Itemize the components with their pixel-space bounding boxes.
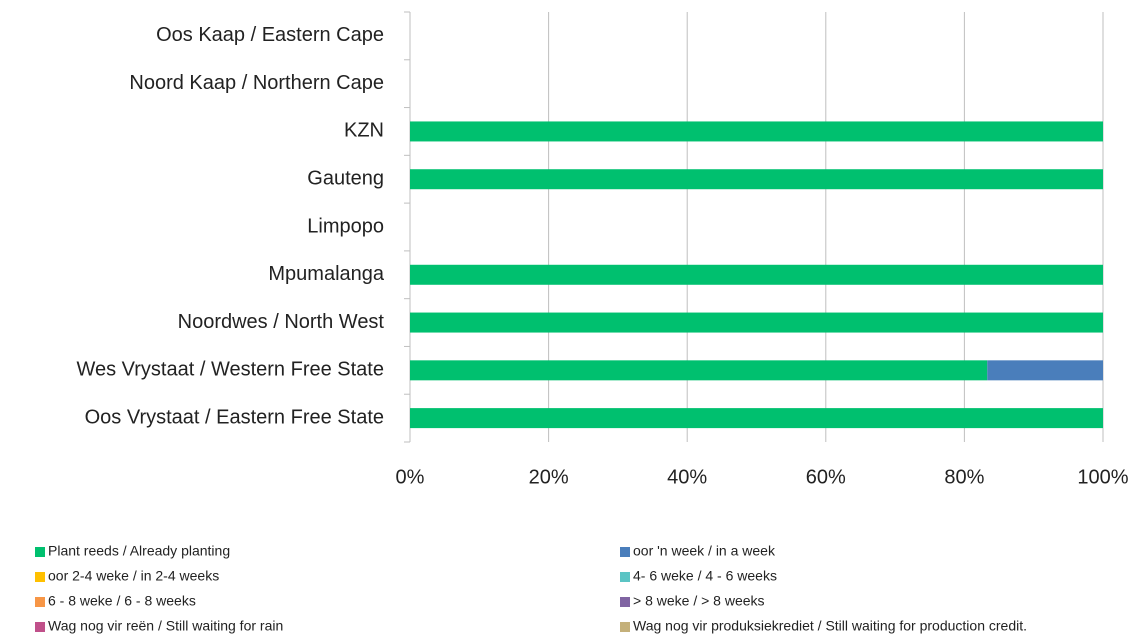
legend-label: oor 2-4 weke / in 2-4 weeks <box>48 568 219 584</box>
bar-segment <box>410 121 1103 142</box>
legend-swatch <box>35 597 45 607</box>
legend-label: Wag nog vir produksiekrediet / Still wai… <box>633 618 1027 634</box>
y-tick-label: Oos Vrystaat / Eastern Free State <box>85 406 384 428</box>
legend-swatch <box>620 547 630 557</box>
x-tick-label: 100% <box>1077 466 1128 488</box>
legend-label: > 8 weke / > 8 weeks <box>633 593 765 609</box>
legend-swatch <box>35 622 45 632</box>
legend-swatch <box>35 547 45 557</box>
x-tick-label: 80% <box>944 466 984 488</box>
y-tick-label: Noordwes / North West <box>178 311 385 333</box>
y-tick-label: Limpopo <box>307 215 384 237</box>
y-tick-label: KZN <box>344 120 384 142</box>
legend-label: 6 - 8 weke / 6 - 8 weeks <box>48 593 196 609</box>
legend-swatch <box>620 597 630 607</box>
x-tick-label: 20% <box>529 466 569 488</box>
bar-segment <box>410 264 1103 285</box>
bar-segment <box>410 312 1103 333</box>
y-tick-label: Mpumalanga <box>268 263 385 285</box>
legend-label: Plant reeds / Already planting <box>48 543 230 559</box>
legend-label: Wag nog vir reën / Still waiting for rai… <box>48 618 283 634</box>
legend-swatch <box>35 572 45 582</box>
legend-label: oor 'n week / in a week <box>633 543 776 559</box>
bar-segment <box>410 360 988 381</box>
x-tick-label: 0% <box>396 466 425 488</box>
bar-segment <box>987 360 1103 381</box>
y-tick-label: Gauteng <box>307 168 384 190</box>
bar-segment <box>410 408 1103 429</box>
x-tick-label: 60% <box>806 466 846 488</box>
bar-segment <box>410 169 1103 190</box>
y-tick-label: Wes Vrystaat / Western Free State <box>76 359 384 381</box>
y-tick-label: Noord Kaap / Northern Cape <box>129 72 384 94</box>
x-tick-label: 40% <box>667 466 707 488</box>
legend-swatch <box>620 572 630 582</box>
y-tick-label: Oos Kaap / Eastern Cape <box>156 24 384 46</box>
legend-label: 4- 6 weke / 4 - 6 weeks <box>633 568 777 584</box>
legend-swatch <box>620 622 630 632</box>
